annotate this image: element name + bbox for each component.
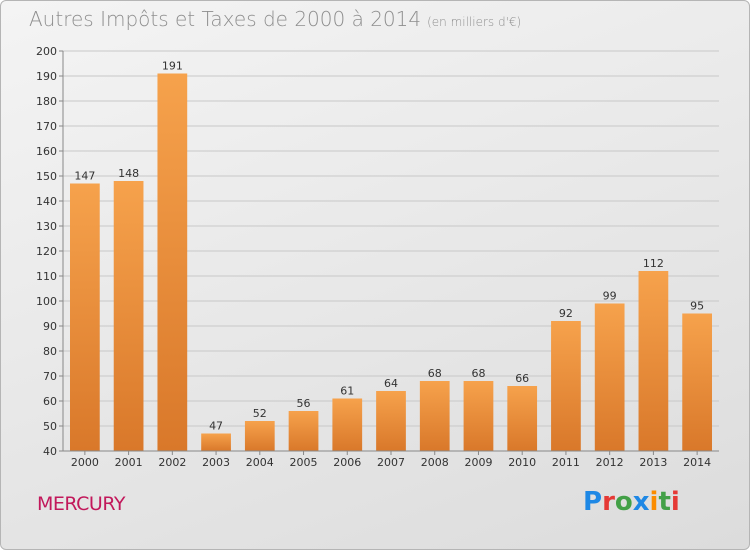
- y-tick-label: 190: [36, 70, 57, 83]
- chart-title-text: Autres Impôts et Taxes de 2000 à 2014: [29, 7, 422, 31]
- bar-2003[interactable]: [201, 433, 231, 452]
- y-tick-label: 120: [36, 245, 57, 258]
- data-label-2001: 148: [118, 167, 139, 180]
- x-tick-label-2008: 2008: [421, 456, 449, 469]
- data-label-2010: 66: [515, 372, 529, 385]
- logo-letter: i: [649, 487, 659, 517]
- y-tick-label: 200: [36, 45, 57, 58]
- data-label-2000: 147: [74, 170, 95, 183]
- y-tick-label: 110: [36, 270, 57, 283]
- bar-2011[interactable]: [551, 321, 581, 451]
- bar-2001[interactable]: [113, 181, 144, 451]
- y-tick-label: 130: [36, 220, 57, 233]
- y-tick-label: 150: [36, 170, 57, 183]
- y-tick-label: 70: [43, 370, 57, 383]
- logo-letter: x: [632, 487, 650, 517]
- y-tick-label: 50: [43, 420, 57, 433]
- data-label-2009: 68: [471, 367, 485, 380]
- x-tick-label-2007: 2007: [377, 456, 405, 469]
- y-tick-label: 170: [36, 120, 57, 133]
- bar-2005[interactable]: [288, 411, 319, 451]
- x-tick-label-2011: 2011: [552, 456, 580, 469]
- bar-2007[interactable]: [376, 391, 406, 451]
- proxiti-logo[interactable]: Proxiti: [583, 487, 680, 517]
- x-tick-label-2005: 2005: [290, 456, 318, 469]
- y-tick-label: 60: [43, 395, 57, 408]
- data-label-2008: 68: [428, 367, 442, 380]
- logo-letter: i: [670, 487, 680, 517]
- y-tick-label: 180: [36, 95, 57, 108]
- y-tick-label: 90: [43, 320, 57, 333]
- x-tick-label-2006: 2006: [333, 456, 361, 469]
- y-tick-label: 140: [36, 195, 57, 208]
- bar-2008[interactable]: [419, 381, 450, 451]
- x-tick-label-2001: 2001: [115, 456, 143, 469]
- data-label-2012: 99: [603, 290, 617, 303]
- data-label-2007: 64: [384, 377, 398, 390]
- data-label-2002: 191: [162, 60, 183, 73]
- data-label-2011: 92: [559, 307, 573, 320]
- x-tick-label-2000: 2000: [71, 456, 99, 469]
- y-tick-label: 160: [36, 145, 57, 158]
- bar-2014[interactable]: [682, 313, 713, 452]
- axis-layer: 40 50 60 70 80 90 100 110 120 130 140 150 160 170 180 1…: [36, 45, 719, 469]
- data-label-2004: 52: [253, 407, 267, 420]
- y-tick-label: 80: [43, 345, 57, 358]
- logo-letter: o: [614, 487, 633, 517]
- y-tick-label: 40: [43, 445, 57, 458]
- data-label-2003: 47: [209, 420, 223, 433]
- x-tick-label-2014: 2014: [683, 456, 711, 469]
- data-label-2013: 112: [643, 257, 664, 270]
- bars-layer: [69, 73, 713, 452]
- x-tick-label-2004: 2004: [246, 456, 274, 469]
- bar-2010[interactable]: [507, 386, 538, 451]
- data-label-2006: 61: [340, 385, 354, 398]
- bar-2012[interactable]: [594, 303, 625, 452]
- bar-2000[interactable]: [69, 183, 100, 452]
- data-label-2005: 56: [297, 397, 311, 410]
- x-tick-label-2002: 2002: [158, 456, 186, 469]
- x-tick-label-2003: 2003: [202, 456, 230, 469]
- x-tick-label-2013: 2013: [639, 456, 667, 469]
- commune-name: MERCURY: [37, 493, 125, 515]
- chart-subtitle: (en milliers d'€): [427, 15, 522, 29]
- y-tick-label: 100: [36, 295, 57, 308]
- logo-letter: P: [583, 487, 603, 517]
- chart-title: Autres Impôts et Taxes de 2000 à 2014 (en…: [29, 7, 521, 31]
- labels-layer: 147 148 191 47 52 56 61 64 68 68 66 92 99 112 95: [74, 60, 704, 433]
- x-tick-label-2010: 2010: [508, 456, 536, 469]
- bar-2006[interactable]: [332, 398, 363, 452]
- bar-2009[interactable]: [463, 381, 494, 451]
- x-tick-label-2009: 2009: [464, 456, 492, 469]
- logo-letter: t: [658, 487, 671, 517]
- logo-letter: r: [602, 487, 615, 517]
- bar-2004[interactable]: [244, 421, 275, 451]
- data-label-2014: 95: [690, 300, 704, 313]
- bar-2002[interactable]: [157, 73, 188, 452]
- x-tick-label-2012: 2012: [596, 456, 624, 469]
- bar-2013[interactable]: [638, 271, 669, 451]
